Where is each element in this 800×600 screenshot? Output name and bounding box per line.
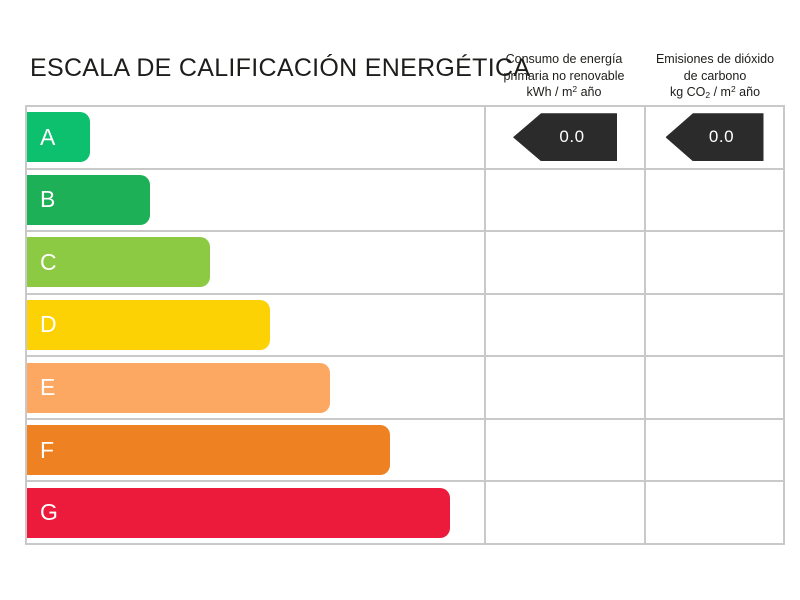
rating-bar-cell-g: G <box>27 482 484 543</box>
rating-letter-a: A <box>40 123 56 150</box>
rating-bar-b: B <box>27 174 150 225</box>
energy-column-header: Consumo de energía primaria no renovable… <box>484 51 644 101</box>
emissions-value-cell-e <box>646 357 783 418</box>
rating-letter-f: F <box>40 436 55 463</box>
energy-value-cell-a: 0.0 <box>486 107 644 168</box>
page-title: ESCALA DE CALIFICACIÓN ENERGÉTICA <box>30 54 531 82</box>
emissions-value-cell-g <box>646 482 783 543</box>
emissions-unit-tail: año <box>735 85 761 99</box>
rating-bar-a: A <box>27 112 90 163</box>
rating-letter-c: C <box>40 248 57 275</box>
emissions-value-cell-b <box>646 169 783 231</box>
rating-bar-cell-e: E <box>27 357 484 418</box>
energy-value-cell-b <box>486 169 644 231</box>
emissions-unit-text: kg CO <box>669 85 706 99</box>
emissions-indicator-arrow: 0.0 <box>665 113 764 162</box>
energy-unit-tail: año <box>577 85 602 99</box>
rating-bar-cell-c: C <box>27 232 484 293</box>
emissions-value-cell-c <box>646 232 783 293</box>
rating-bar-cell-f: F <box>27 419 484 481</box>
energy-value-cell-c <box>486 232 644 293</box>
energy-value-cell-g <box>486 482 644 543</box>
emissions-value-cell-f <box>646 419 783 481</box>
rating-letter-b: B <box>40 186 56 213</box>
emissions-value: 0.0 <box>708 127 735 147</box>
energy-indicator-arrow: 0.0 <box>513 113 617 162</box>
energy-value-cell-f <box>486 419 644 481</box>
energy-value-cell-d <box>486 294 644 356</box>
energy-value-cell-e <box>486 357 644 418</box>
emissions-column-header: Emisiones de dióxido de carbono kg CO2 /… <box>645 51 785 101</box>
emissions-header-line2: de carbono <box>683 68 747 83</box>
rating-bar-f: F <box>27 425 390 476</box>
rating-bar-cell-b: B <box>27 169 484 231</box>
energy-unit-text: kWh / m <box>526 85 573 99</box>
energy-header-units: kWh / m2 año <box>484 84 644 101</box>
emissions-unit-sub: 2 <box>705 89 711 100</box>
rating-letter-g: G <box>40 499 58 526</box>
rating-bar-e: E <box>27 362 330 413</box>
emissions-unit-sup: 2 <box>730 83 736 94</box>
energy-value: 0.0 <box>559 127 585 147</box>
rating-bar-cell-a: A <box>27 107 484 168</box>
rating-bar-cell-d: D <box>27 294 484 356</box>
emissions-header-units: kg CO2 / m2 año <box>645 84 785 101</box>
energy-header-line2: primaria no renovable <box>503 68 625 83</box>
rating-bar-c: C <box>27 237 210 288</box>
emissions-value-cell-a: 0.0 <box>646 107 783 168</box>
emissions-header-line1: Emisiones de dióxido <box>655 52 775 66</box>
rating-bar-g: G <box>27 487 450 538</box>
rating-bar-d: D <box>27 299 270 350</box>
energy-unit-sup: 2 <box>572 83 578 94</box>
rating-letter-e: E <box>40 374 56 401</box>
rating-letter-d: D <box>40 311 57 338</box>
emissions-unit-mid: / m <box>710 85 731 99</box>
energy-header-line1: Consumo de energía <box>505 52 623 66</box>
emissions-value-cell-d <box>646 294 783 356</box>
rating-table: A 0.0 0.0 B C D E F G <box>25 105 785 545</box>
